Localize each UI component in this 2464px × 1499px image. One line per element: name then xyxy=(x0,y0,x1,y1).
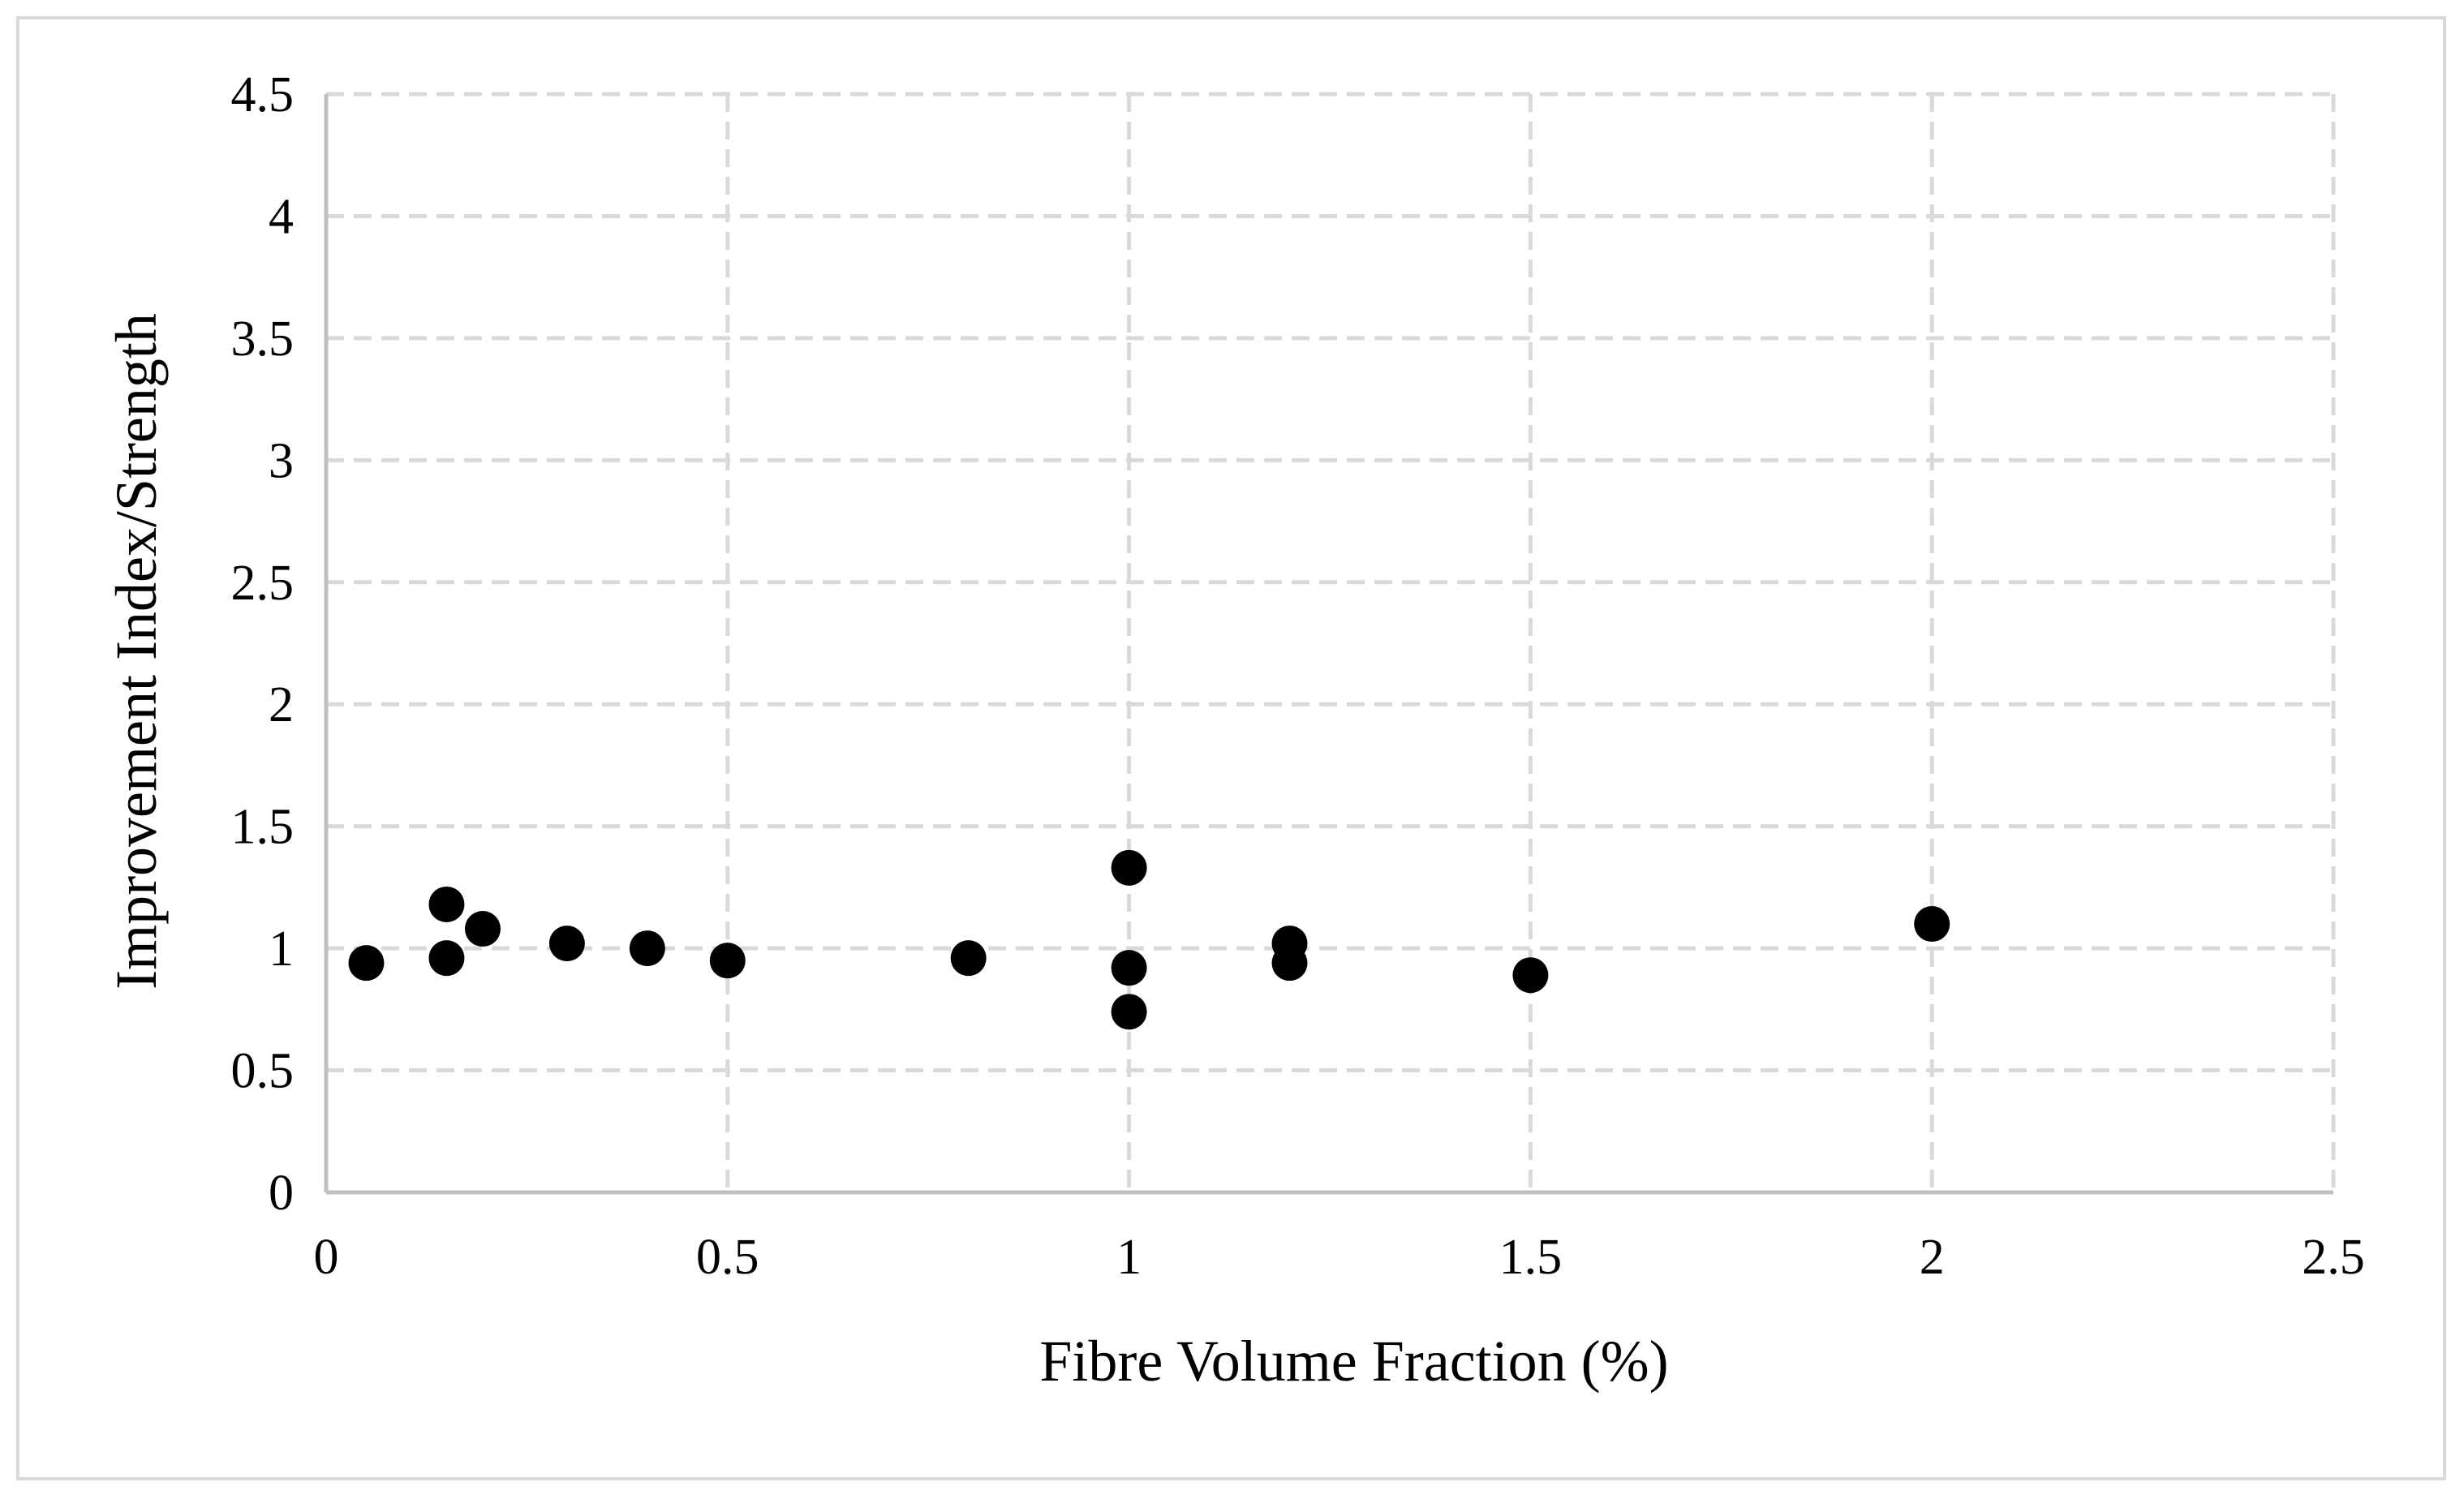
y-tick-label: 1 xyxy=(269,921,294,977)
y-tick-label: 0 xyxy=(269,1166,294,1221)
y-tick-label: 3.5 xyxy=(231,311,295,367)
y-tick-label: 0.5 xyxy=(231,1044,295,1099)
data-point xyxy=(1111,994,1147,1030)
y-tick-label: 4.5 xyxy=(231,67,295,122)
y-tick-label: 1.5 xyxy=(231,800,295,855)
y-axis-title: Improvement Index/Strength xyxy=(104,313,169,990)
x-tick-label: 2.5 xyxy=(2302,1230,2365,1285)
x-tick-label: 1.5 xyxy=(1499,1230,1563,1285)
y-tick-label: 3 xyxy=(269,433,294,488)
data-point xyxy=(548,926,585,962)
scatter-chart: 0 0.5 1 1.5 2 2.5 3 3.5 4 4.5 0 0.5 1 1.5 2 2.5 Fibre … xyxy=(104,67,2365,1394)
y-tick-labels: 0 0.5 1 1.5 2 2.5 3 3.5 4 4.5 xyxy=(231,67,295,1221)
data-point xyxy=(348,945,385,981)
data-point xyxy=(1111,849,1147,886)
x-tick-labels: 0 0.5 1 1.5 2 2.5 xyxy=(314,1230,2365,1285)
x-tick-label: 0.5 xyxy=(696,1230,759,1285)
data-point xyxy=(428,886,465,922)
chart-frame: 0 0.5 1 1.5 2 2.5 3 3.5 4 4.5 0 0.5 1 1.5 2 2.5 Fibre … xyxy=(16,16,2446,1480)
x-tick-label: 0 xyxy=(314,1230,339,1285)
data-point xyxy=(1111,950,1147,986)
data-points xyxy=(348,849,1950,1030)
x-tick-label: 1 xyxy=(1116,1230,1142,1285)
y-tick-label: 4 xyxy=(269,189,294,244)
y-tick-label: 2 xyxy=(269,677,294,732)
data-point xyxy=(709,943,746,979)
y-tick-label: 2.5 xyxy=(231,556,295,611)
data-point xyxy=(1914,906,1950,943)
data-point xyxy=(464,911,501,947)
data-point xyxy=(950,940,987,977)
gridlines xyxy=(326,92,2336,1192)
data-point xyxy=(1512,957,1549,994)
data-point xyxy=(629,930,665,967)
x-tick-label: 2 xyxy=(1920,1230,1945,1285)
data-point xyxy=(1271,945,1308,981)
x-axis-title: Fibre Volume Fraction (%) xyxy=(1039,1329,1668,1394)
data-point xyxy=(428,940,465,977)
axes xyxy=(324,94,2333,1195)
